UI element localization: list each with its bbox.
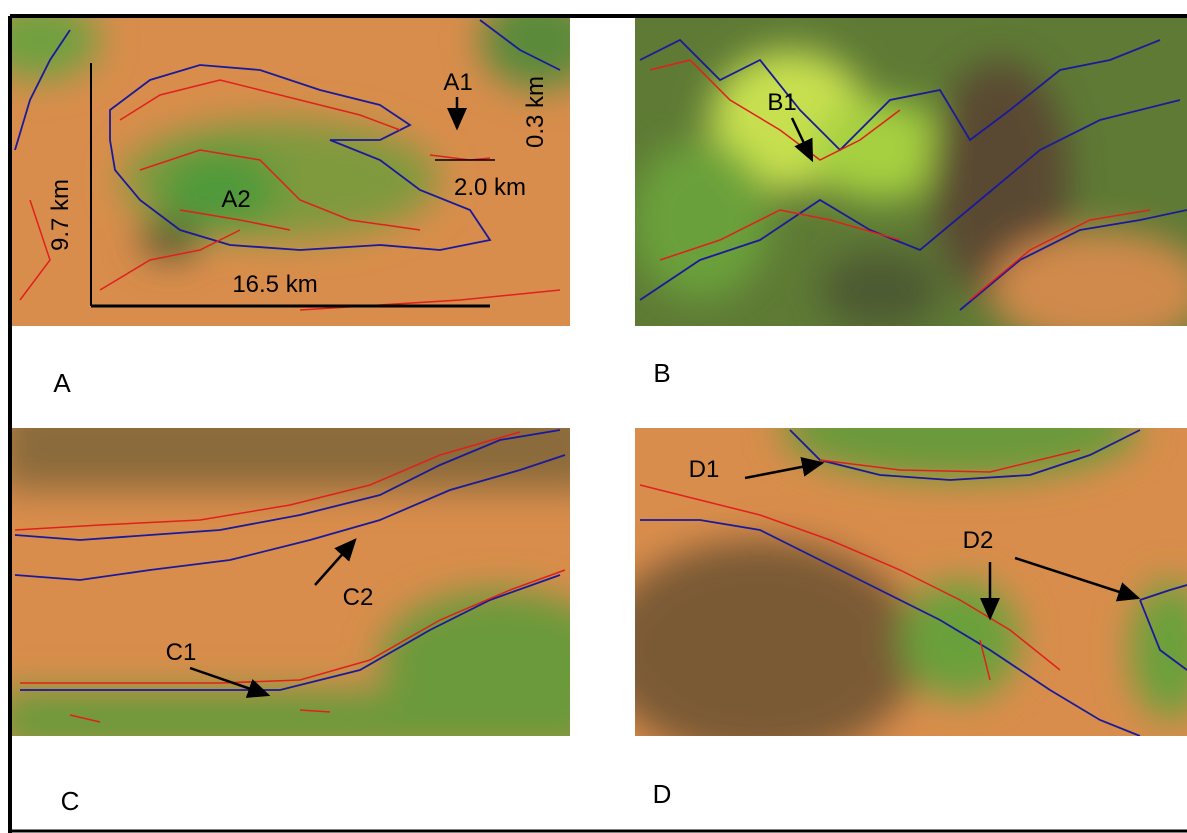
annotation: D1 [689, 456, 720, 483]
annotation: C2 [343, 584, 374, 611]
annotation: D2 [963, 527, 994, 554]
scale-inset-width: 2.0 km [454, 174, 526, 201]
panel-c-image [0, 400, 620, 750]
panel-label: C [61, 786, 80, 816]
annotation: A1 [443, 69, 472, 96]
scale-height: 9.7 km [47, 179, 74, 251]
scale-inset-height: 0.3 km [522, 76, 549, 148]
panel-label: A [53, 368, 71, 398]
panel-b-image [630, 18, 1187, 350]
scale-width: 16.5 km [232, 271, 317, 298]
annotation: C1 [166, 639, 197, 666]
panel-label: D [653, 779, 672, 809]
annotation: B1 [767, 89, 796, 116]
panel-label: B [653, 358, 670, 388]
figure: 9.7 km 16.5 km 2.0 km 0.3 km A1 A2 A B1 … [0, 0, 1187, 833]
panel-d-image [600, 380, 1187, 760]
annotation: A2 [221, 186, 250, 213]
